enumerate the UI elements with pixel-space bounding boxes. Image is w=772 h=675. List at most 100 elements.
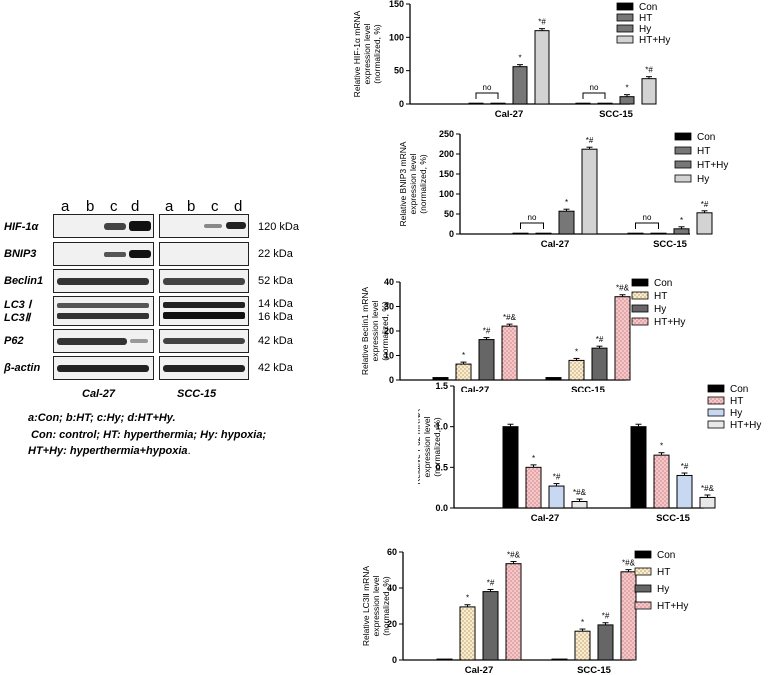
legend-swatch: [707, 396, 725, 405]
x-tick-label: Cal-27: [531, 513, 560, 524]
y-tick-label: 20: [387, 619, 397, 629]
protein-label-bnip3: BNIP3: [4, 248, 37, 260]
significance-label: *#: [586, 136, 594, 145]
comparison-label: no: [483, 83, 492, 92]
y-tick-label: 50: [394, 66, 404, 76]
significance-label: *: [625, 84, 628, 93]
significance-label: *#: [596, 335, 604, 344]
bar-ht-scc-15: [650, 232, 667, 235]
protein-label-p62: P62: [4, 335, 24, 347]
y-axis-label: Relative BNIP3 mRNA expression level (norm…: [398, 141, 428, 226]
legend-label: Hy: [639, 24, 651, 35]
significance-label: *#&: [701, 484, 715, 493]
significance-label: *: [680, 216, 683, 225]
legend-label: HT+Hy: [654, 317, 685, 328]
y-axis-label: Relative LC3Ⅱ mRNA expression level (norma…: [361, 566, 391, 647]
kda-label-bnip3: 22 kDa: [258, 248, 293, 260]
protein-label-lc3-i: LC3 Ⅰ: [4, 299, 32, 311]
y-tick-label: 150: [439, 169, 454, 179]
y-axis-label-line: expression level: [422, 416, 432, 477]
y-tick-label: 0.0: [435, 503, 448, 513]
legend-swatch: [634, 567, 652, 576]
y-tick-label: 0: [449, 229, 454, 239]
significance-label: *#: [602, 612, 610, 621]
legend-swatch: [631, 304, 649, 313]
chart-hif1a: 0 50 100 150 Relative HIF-1α mRNA expression …: [352, 0, 670, 120]
bar-con-cal-27: [468, 102, 484, 105]
legend-label: Con: [697, 132, 715, 143]
lane-label-b-left: b: [86, 198, 95, 215]
legend-label: HT: [639, 13, 652, 24]
y-axis-label-line: (normalized, %): [372, 24, 382, 84]
blot-beta-actin-scc15: [159, 356, 249, 380]
significance-label: *#: [483, 327, 491, 336]
lane-legend-line-3: HT+Hy: hyperthermia+hypoxia.: [28, 444, 191, 458]
legend-label: Con: [730, 384, 748, 395]
y-axis-label-line: expression level: [408, 153, 418, 214]
bar-ht-hy-cal-27: [501, 325, 518, 381]
comparison-bracket: [582, 92, 606, 99]
blot-bnip3-cal27: [53, 242, 154, 266]
significance-label: *: [565, 198, 568, 207]
lane-label-b-right: b: [187, 198, 196, 215]
legend-label: HT: [730, 396, 743, 407]
significance-label: *: [466, 594, 469, 603]
legend-swatch: [674, 132, 692, 141]
lane-label-c-left: c: [110, 198, 118, 215]
legend-label: Con: [639, 2, 657, 13]
cell-line-label-scc15: SCC-15: [177, 388, 217, 400]
legend-swatch: [616, 24, 634, 33]
bar-ht-cal-27: [459, 606, 476, 661]
bar-con-cal-27: [436, 658, 453, 661]
y-tick-label: 100: [439, 189, 454, 199]
kda-label-lc3-ii: 16 kDa: [258, 311, 293, 323]
bar-hy-scc-15: [696, 212, 713, 235]
bar-ht-hy-cal-27: [558, 210, 575, 235]
y-tick-label: 0: [399, 99, 404, 109]
y-tick-label: 10: [384, 351, 394, 361]
y-tick-label: 40: [387, 583, 397, 593]
y-tick-label: 150: [389, 0, 404, 9]
significance-label: *#&: [622, 559, 636, 568]
y-tick-label: 0: [389, 375, 394, 385]
comparison-bracket: [475, 92, 499, 99]
legend-swatch: [631, 291, 649, 300]
blot-beclin1-scc15: [159, 269, 249, 293]
y-axis-label-line: (normalized, %): [418, 154, 428, 214]
y-tick-label: 1.0: [435, 422, 448, 432]
lane-label-d-left: d: [131, 198, 140, 215]
y-tick-label: 250: [439, 129, 454, 139]
comparison-bracket: [520, 222, 544, 229]
legend-swatch: [707, 420, 725, 429]
blot-beclin1-cal27: [53, 269, 154, 293]
bar-ht-hy-cal-27: [505, 563, 522, 661]
y-tick-label: 0: [392, 655, 397, 665]
significance-label: *: [660, 442, 663, 451]
significance-label: *#&: [573, 488, 587, 497]
y-axis-label: Relative P62 mRNA expression level (normal…: [418, 409, 442, 485]
legend-swatch: [707, 384, 725, 393]
bar-con-scc-15: [551, 658, 568, 661]
bar-ht-scc-15: [597, 102, 613, 105]
significance-label: *#&: [616, 284, 630, 293]
bar-ht-cal-27: [525, 466, 542, 509]
bar-hy-scc-15: [597, 624, 614, 661]
legend-label: Hy: [697, 174, 709, 185]
bar-ht-scc-15: [574, 630, 591, 661]
bar-ht-cal-27: [535, 232, 552, 235]
legend-label: HT: [657, 567, 670, 578]
blot-lc3-scc15: [159, 296, 249, 326]
legend-swatch: [634, 601, 652, 610]
x-tick-label: SCC-15: [653, 239, 688, 250]
bar-ht-hy-scc-15: [699, 496, 716, 509]
lane-label-c-right: c: [211, 198, 219, 215]
significance-label: *#&: [507, 551, 521, 560]
lane-label-d-right: d: [234, 198, 243, 215]
significance-label: *: [532, 454, 535, 463]
bar-ht-cal-27: [490, 102, 506, 105]
lane-legend-line-3-text: HT+Hy: hyperthermia+hypoxia: [28, 445, 188, 457]
bar-con-cal-27: [432, 377, 449, 381]
y-tick-label: 60: [387, 547, 397, 557]
blot-p62-cal27: [53, 329, 154, 353]
y-tick-label: 100: [389, 32, 404, 42]
